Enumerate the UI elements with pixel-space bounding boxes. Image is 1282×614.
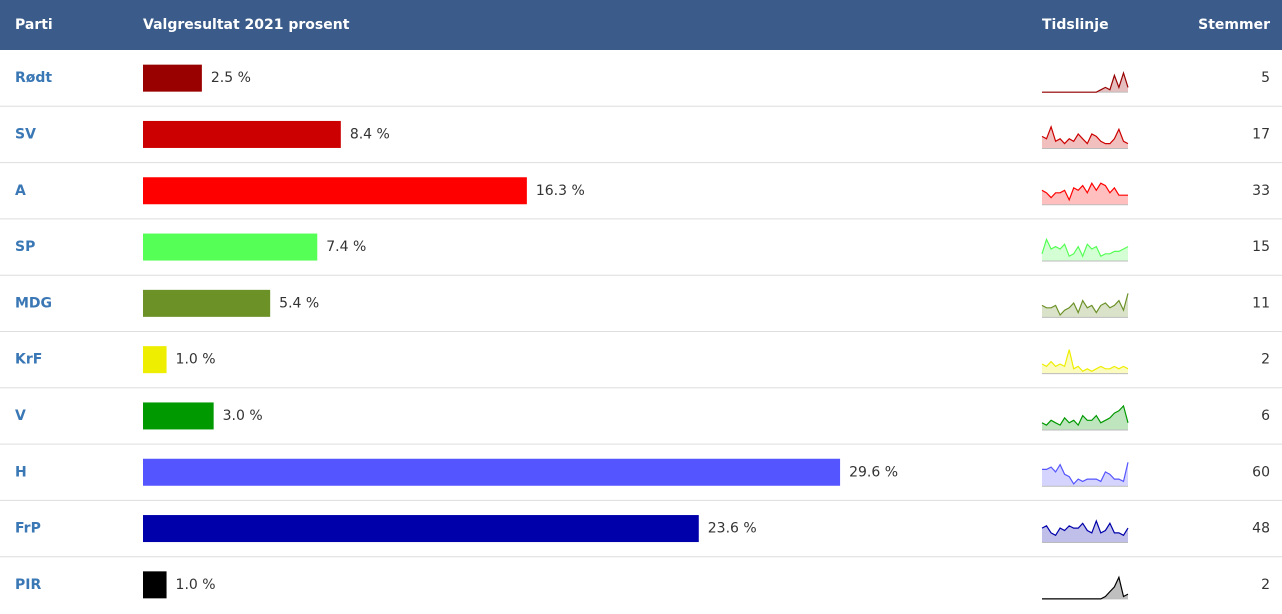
bar-label: 1.0 % (176, 352, 216, 368)
bar-label: 1.0 % (176, 577, 216, 593)
sparkline-area (1042, 462, 1128, 487)
votes: 11 (1252, 295, 1270, 311)
sparkline-area (1042, 577, 1128, 599)
bar-label: 29.6 % (849, 464, 898, 480)
bar (143, 120, 341, 148)
bar-label: 23.6 % (708, 521, 757, 537)
party-link[interactable]: A (15, 183, 26, 199)
header-bar (0, 0, 1282, 50)
sparkline (1042, 575, 1129, 600)
party-link[interactable]: FrP (15, 521, 41, 537)
sparkline (1041, 349, 1129, 373)
bar (143, 515, 699, 543)
votes: 17 (1252, 126, 1270, 142)
bar-label: 7.4 % (326, 239, 366, 255)
bar (143, 233, 318, 261)
sparkline (1041, 124, 1129, 145)
sparkline (1041, 237, 1129, 258)
bar (143, 64, 202, 92)
bar (143, 571, 167, 599)
header-result: Valgresultat 2021 prosent (143, 17, 350, 33)
votes: 5 (1261, 70, 1270, 86)
bar-label: 8.4 % (350, 126, 390, 142)
sparkline (1041, 293, 1129, 317)
sparkline-area (1042, 349, 1128, 374)
votes: 48 (1252, 521, 1270, 537)
party-link[interactable]: SP (15, 239, 35, 255)
party-link[interactable]: Rødt (15, 70, 52, 86)
votes: 60 (1252, 464, 1270, 480)
bar-label: 5.4 % (279, 295, 319, 311)
sparkline (1041, 404, 1129, 427)
bar (143, 289, 271, 317)
bar (143, 402, 214, 430)
sparkline-area (1042, 73, 1128, 93)
sparkline-area (1042, 405, 1128, 430)
bar (143, 458, 841, 486)
sparkline (1042, 71, 1129, 93)
bar-label: 3.0 % (223, 408, 263, 424)
party-link[interactable]: KrF (15, 352, 42, 368)
sparkline-area (1042, 293, 1128, 318)
header-party: Parti (15, 17, 53, 33)
sparkline (1041, 181, 1128, 202)
sparkline (1041, 519, 1129, 537)
bar-label: 16.3 % (536, 183, 585, 199)
sparkline (1042, 462, 1129, 485)
party-link[interactable]: V (15, 408, 26, 424)
votes: 6 (1261, 408, 1270, 424)
sparkline-area (1042, 520, 1128, 543)
party-link[interactable]: MDG (15, 295, 52, 311)
party-link[interactable]: SV (15, 126, 36, 142)
party-link[interactable]: PIR (15, 577, 41, 593)
sparkline-area (1042, 183, 1128, 205)
bar (143, 177, 527, 205)
votes: 15 (1252, 239, 1270, 255)
votes: 2 (1261, 352, 1270, 368)
bar (143, 346, 167, 374)
header-timeline: Tidslinje (1042, 17, 1109, 33)
votes: 33 (1252, 183, 1270, 199)
votes: 2 (1261, 577, 1270, 593)
bar-label: 2.5 % (211, 70, 251, 86)
party-link[interactable]: H (15, 464, 27, 480)
header-votes: Stemmer (1198, 17, 1270, 33)
